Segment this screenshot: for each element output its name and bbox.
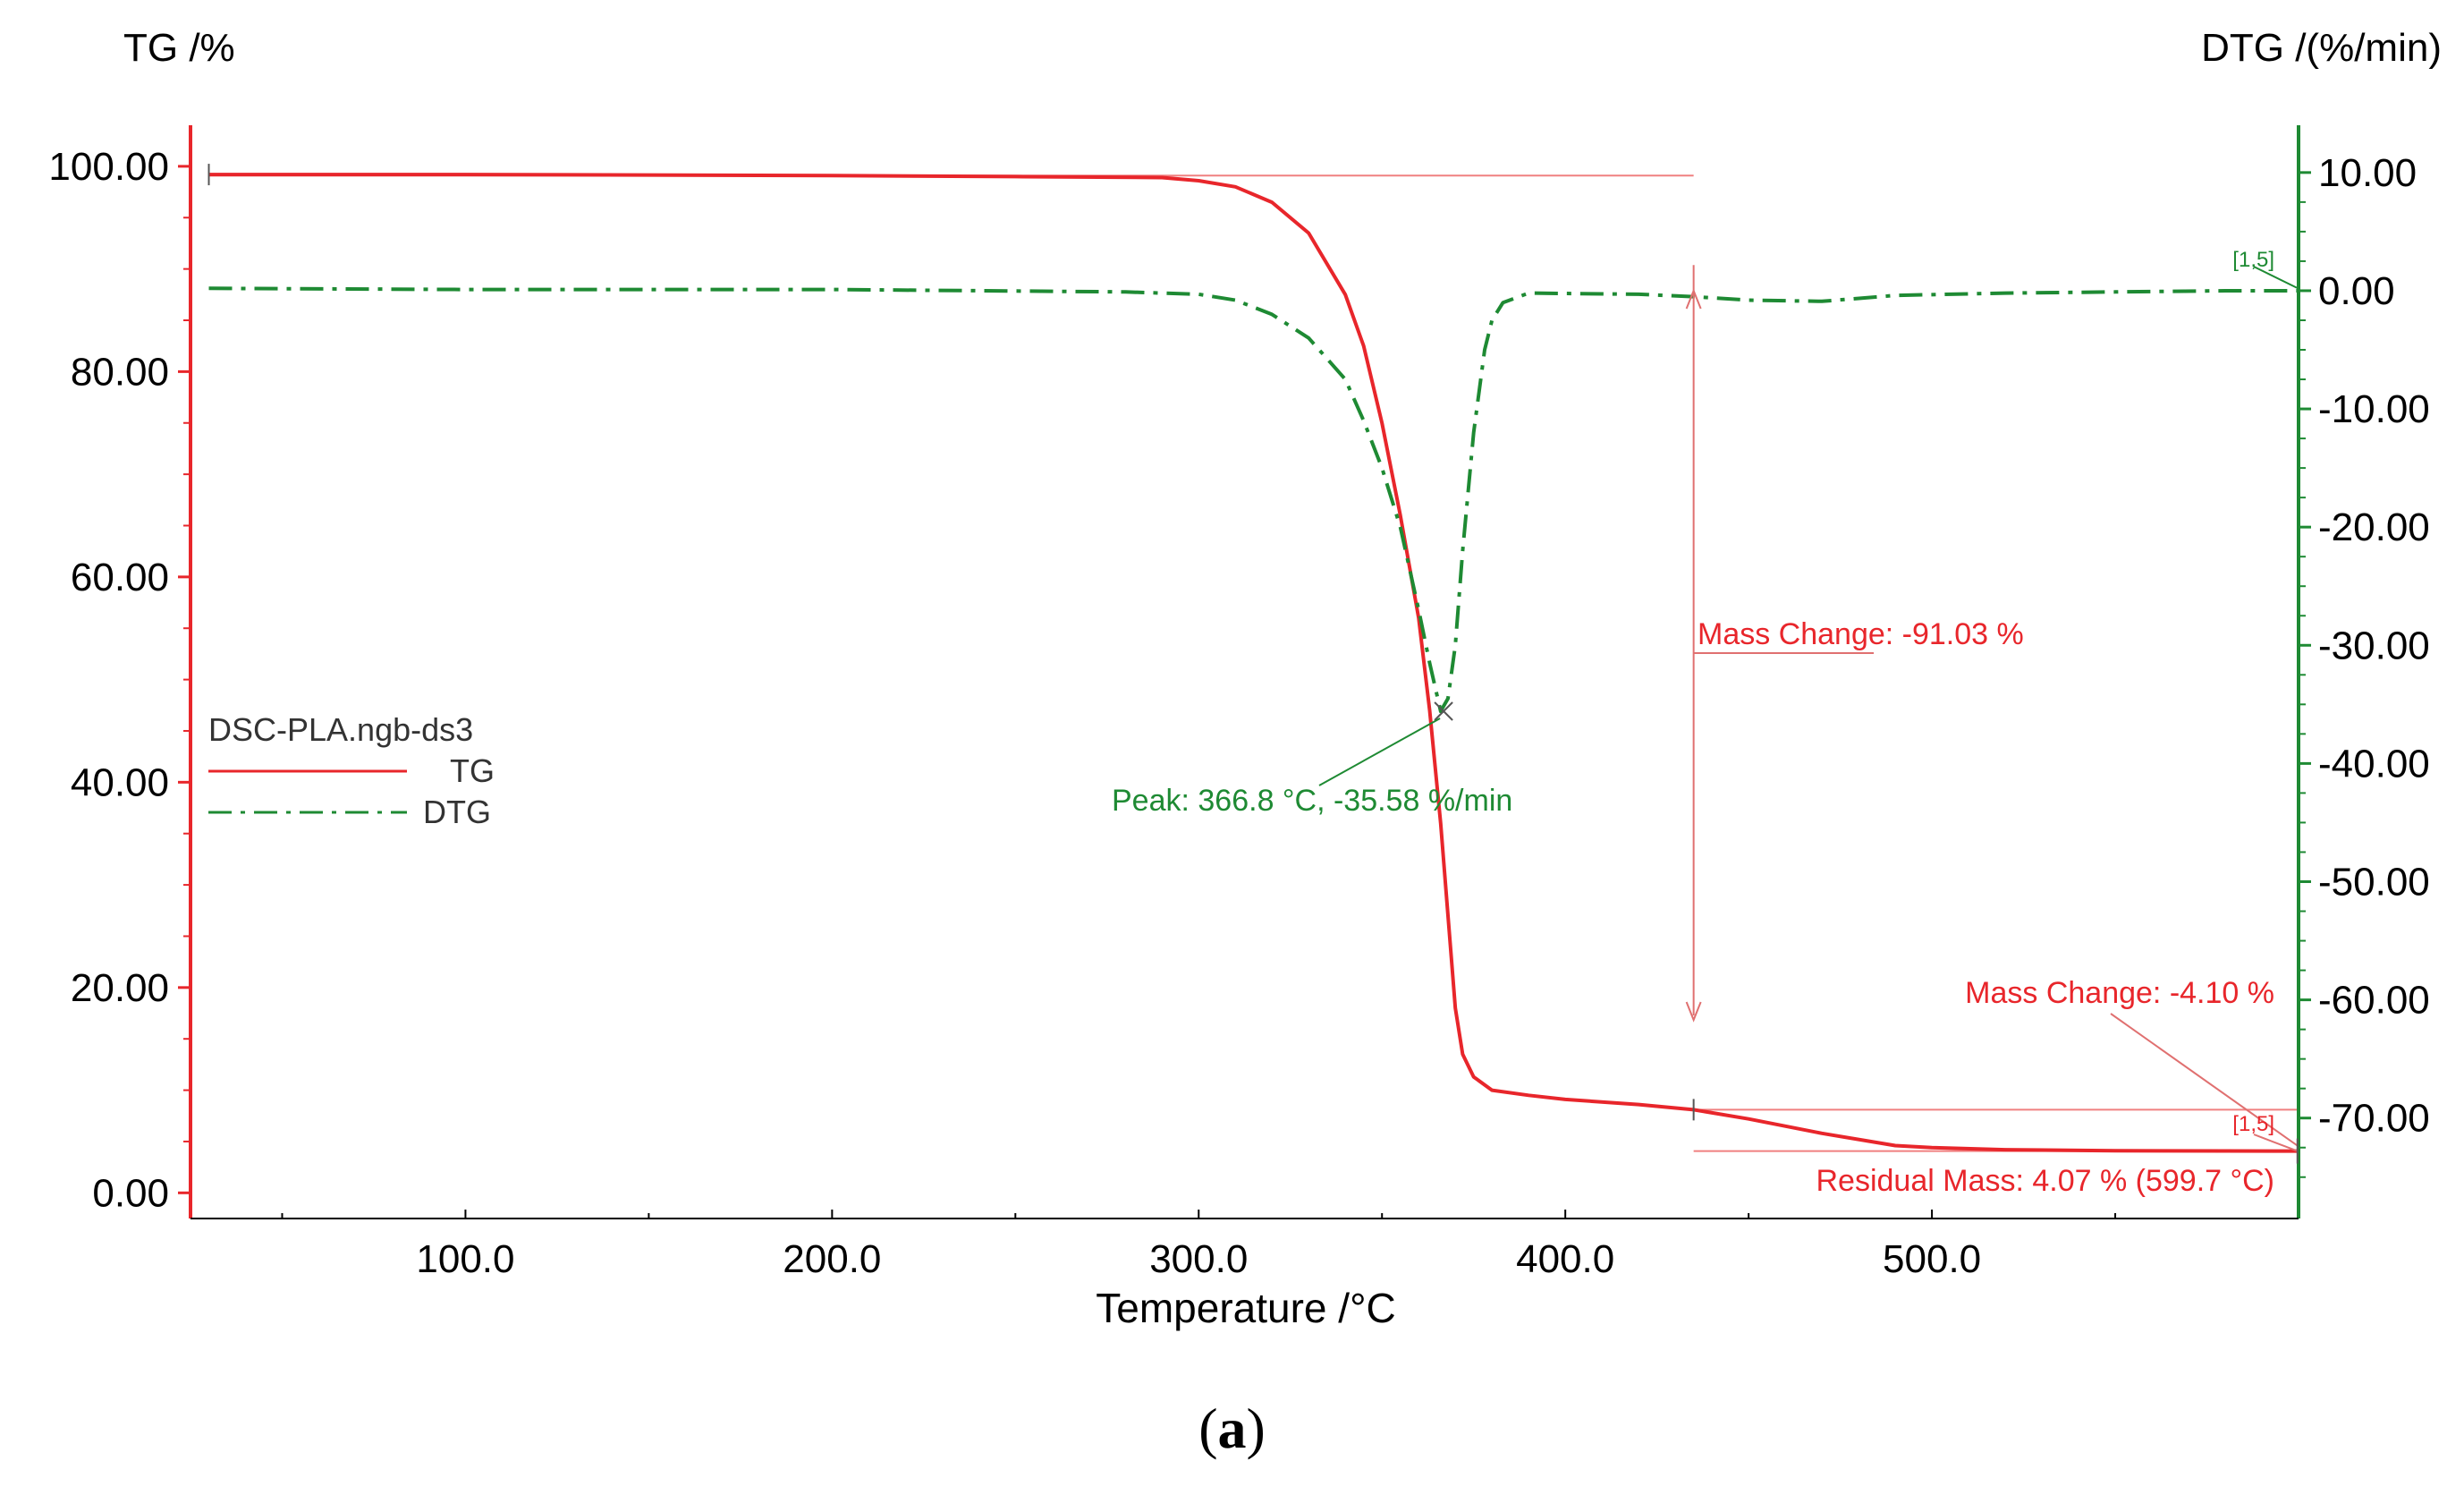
end-marker-dtg-label: [1,5] [2232,248,2274,272]
series-layer [208,173,2298,1153]
residual-mass-label: Residual Mass: 4.07 % (599.7 °C) [1816,1164,2275,1198]
left-tick-label: 20.00 [71,966,169,1010]
mass-change-1-label: Mass Change: -91.03 % [1698,617,2024,651]
figure-label: a [1217,1397,1247,1460]
end-marker-tg-label: [1,5] [2232,1112,2274,1136]
series-tg-line [208,173,2298,1153]
left-axis-title: TG /% [123,26,235,70]
mass-change-2-label: Mass Change: -4.10 % [1965,976,2274,1010]
ticks-layer: 0.00 20.00 40.00 60.00 80.00 100.00 10.00 0.00 -… [48,145,2429,1281]
mass-change-arrow-top [1685,288,1702,310]
right-tick-label: -10.00 [2318,387,2430,431]
legend-tg-label: TG [450,752,495,789]
right-tick-label: -20.00 [2318,505,2430,549]
x-tick-label: 400.0 [1516,1237,1614,1281]
left-tick-label: 100.00 [48,145,169,189]
left-tick-label: 80.00 [71,350,169,394]
right-tick-label: -60.00 [2318,979,2430,1023]
tga-chart: 0.00 20.00 40.00 60.00 80.00 100.00 10.00 0.00 -… [48,26,2442,1331]
right-tick-label: -40.00 [2318,742,2430,785]
end-marker-dtg-leader [2253,266,2299,289]
legend-dtg-label: DTG [423,794,491,830]
peak-leader [1318,718,1441,786]
axes-layer [189,125,2300,1219]
x-axis-title: Temperature /°C [1096,1285,1395,1331]
legend: DSC-PLA.ngb-ds3 TG DTG [208,711,495,830]
peak-marker [1434,701,1453,721]
right-tick-label: -30.00 [2318,624,2430,667]
x-tick-label: 200.0 [783,1237,881,1281]
figure-caption: (a) [1198,1397,1266,1460]
legend-title: DSC-PLA.ngb-ds3 [208,711,473,748]
mass-change-arrowhead [1685,1001,1702,1023]
left-tick-label: 60.00 [71,556,169,599]
mass-change-2-leader [2110,1013,2299,1147]
x-tick-label: 500.0 [1883,1237,1981,1281]
peak-label: Peak: 366.8 °C, -35.58 %/min [1112,784,1512,818]
left-tick-label: 0.00 [92,1171,169,1215]
right-tick-label: -70.00 [2318,1097,2430,1141]
right-tick-label: 0.00 [2318,269,2395,313]
right-tick-label: -50.00 [2318,860,2430,904]
series-dtg-line [208,286,2298,713]
right-axis-title: DTG /(%/min) [2201,26,2442,70]
left-tick-label: 40.00 [71,760,169,804]
right-tick-label: 10.00 [2318,151,2417,195]
end-marker-tg-leader [2253,1134,2299,1152]
x-tick-label: 100.0 [416,1237,514,1281]
annotation-layer [207,164,2299,1164]
x-tick-label: 300.0 [1149,1237,1248,1281]
